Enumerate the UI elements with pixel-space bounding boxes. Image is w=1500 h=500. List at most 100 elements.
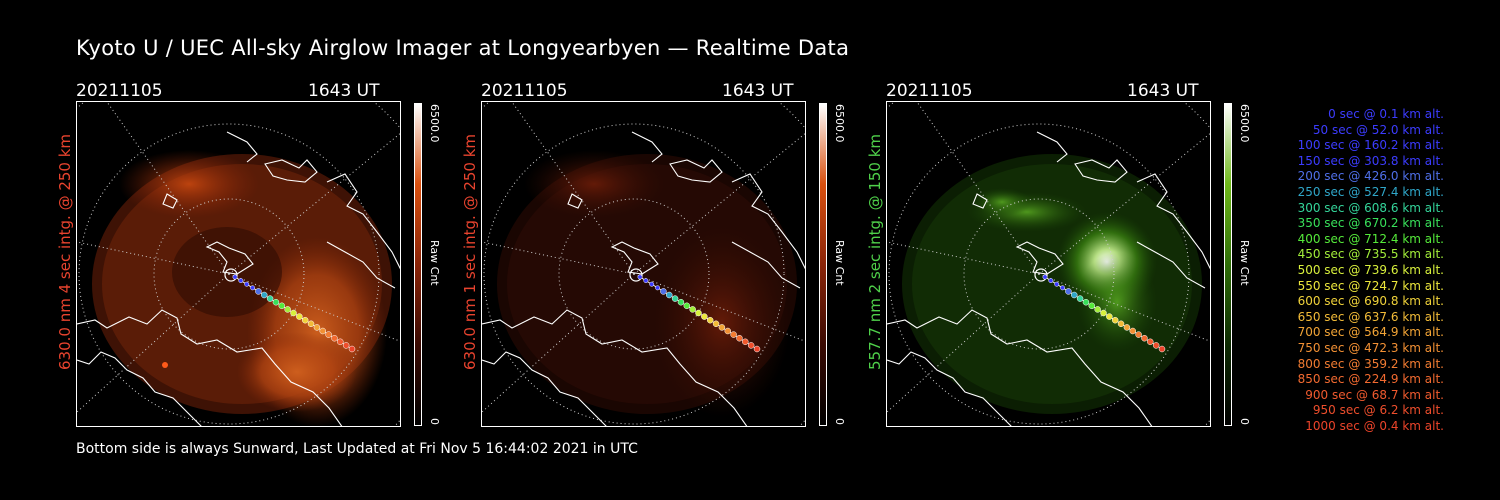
trajectory-point <box>250 285 256 291</box>
trajectory-point <box>1111 316 1119 324</box>
panel-3-colorbar <box>1224 103 1232 426</box>
trajectory-point <box>736 334 743 342</box>
legend-row: 650 sec @ 637.6 km alt. <box>1297 309 1444 324</box>
legend-row: 700 sec @ 564.9 km alt. <box>1297 325 1444 340</box>
trajectory-point <box>660 288 667 295</box>
trajectory-point <box>244 281 250 287</box>
trajectory-point <box>1106 313 1113 320</box>
trajectory-point <box>1082 298 1090 306</box>
page-title: Kyoto U / UEC All-sky Airglow Imager at … <box>76 36 850 60</box>
legend-row: 350 sec @ 670.2 km alt. <box>1297 216 1444 231</box>
footer-note: Bottom side is always Sunward, Last Upda… <box>76 441 638 457</box>
panel-1-map <box>77 102 400 426</box>
panel-3-colorbar-max: 6500.0 <box>1238 104 1251 143</box>
trajectory-point <box>238 278 244 284</box>
trajectory-point <box>643 278 649 284</box>
trajectory-point <box>232 274 238 280</box>
trajectory-point <box>689 306 696 313</box>
panel-3-date: 20211105 <box>886 81 973 101</box>
trajectory-point <box>307 320 315 328</box>
panel-2-time: 1643 UT <box>722 81 794 101</box>
trajectory-point <box>1088 302 1096 310</box>
trajectory-point <box>301 316 309 324</box>
trajectory-point <box>1117 320 1125 328</box>
legend-row: 0 sec @ 0.1 km alt. <box>1328 107 1444 121</box>
legend-row: 50 sec @ 52.0 km alt. <box>1312 122 1444 137</box>
trajectory-point <box>655 285 661 291</box>
panel-2-colorbar-min: 0 <box>833 418 846 425</box>
trajectory-point <box>313 324 321 331</box>
panel-3-colorbar-min: 0 <box>1238 418 1251 425</box>
trajectory-point <box>1065 288 1072 295</box>
trajectory-point <box>649 281 655 287</box>
panel-2-map <box>482 102 805 426</box>
trajectory-point <box>296 313 303 320</box>
trajectory-point <box>255 288 262 295</box>
panel-1-image <box>76 101 401 427</box>
trajectory-point <box>1129 327 1136 335</box>
legend-row: 250 sec @ 527.4 km alt. <box>1297 184 1444 199</box>
trajectory-point <box>319 327 326 335</box>
trajectory-point <box>272 298 280 306</box>
trajectory-point <box>677 298 685 306</box>
trajectory-point <box>1158 345 1166 353</box>
trajectory-point <box>747 342 755 349</box>
panel-1-side-label: 630.0 nm 4 sec intg. @ 250 km <box>56 133 74 370</box>
legend-row: 450 sec @ 735.5 km alt. <box>1297 247 1444 262</box>
panel-3-image <box>886 101 1211 427</box>
panel-1-date: 20211105 <box>76 81 163 101</box>
trajectory-point <box>1147 338 1154 346</box>
panel-2-colorbar-unit: Raw Cnt <box>833 240 846 286</box>
legend-row: 950 sec @ 6.2 km alt. <box>1312 403 1444 418</box>
legend-row: 600 sec @ 690.8 km alt. <box>1297 294 1444 309</box>
panel-2-colorbar <box>819 103 827 426</box>
panel-1-colorbar-max: 6500.0 <box>428 104 441 143</box>
trajectory-point <box>742 338 749 346</box>
trajectory-point <box>1048 278 1054 284</box>
trajectory-point <box>724 327 731 335</box>
trajectory-point <box>348 345 356 353</box>
panel-1-colorbar-unit: Raw Cnt <box>428 240 441 286</box>
trajectory-point <box>1123 324 1131 331</box>
legend-row: 750 sec @ 472.3 km alt. <box>1297 340 1444 355</box>
trajectory-point <box>1141 334 1148 342</box>
legend-row: 200 sec @ 426.0 km alt. <box>1297 169 1444 184</box>
trajectory-point <box>1135 331 1142 338</box>
panel-2-side-label: 630.0 nm 1 sec intg. @ 250 km <box>461 133 479 370</box>
panel-3-map <box>887 102 1210 426</box>
panel-2-colorbar-max: 6500.0 <box>833 104 846 143</box>
legend-row: 1000 sec @ 0.4 km alt. <box>1305 418 1444 433</box>
trajectory-point <box>1054 281 1060 287</box>
panel-3-trajectory <box>1034 268 1166 353</box>
trajectory-point <box>695 309 702 317</box>
panel-1-colorbar-min: 0 <box>428 418 441 425</box>
legend-row: 500 sec @ 739.6 km alt. <box>1297 262 1444 277</box>
trajectory-point <box>266 295 274 302</box>
trajectory-point <box>666 291 673 299</box>
panel-1-colorbar <box>414 103 422 426</box>
legend-row: 800 sec @ 359.2 km alt. <box>1297 356 1444 371</box>
panel-3-colorbar-unit: Raw Cnt <box>1238 240 1251 286</box>
legend-row: 900 sec @ 68.7 km alt. <box>1305 387 1444 402</box>
trajectory-point <box>331 334 338 342</box>
trajectory-point <box>712 320 720 328</box>
trajectory-point <box>1152 342 1160 349</box>
trajectory-start-marker <box>224 268 238 282</box>
legend-row: 100 sec @ 160.2 km alt. <box>1297 138 1444 153</box>
trajectory-point <box>284 306 291 313</box>
panel-2-trajectory <box>629 268 761 353</box>
trajectory-point <box>1042 274 1048 280</box>
panel-2-image <box>481 101 806 427</box>
legend-row: 850 sec @ 224.9 km alt. <box>1297 372 1444 387</box>
trajectory-point <box>753 345 761 353</box>
trajectory-point <box>706 316 714 324</box>
trajectory-legend: 0 sec @ 0.1 km alt. 50 sec @ 52.0 km alt.… <box>1262 107 1444 434</box>
trajectory-point <box>261 291 268 299</box>
legend-row: 550 sec @ 724.7 km alt. <box>1297 278 1444 293</box>
trajectory-point <box>1071 291 1078 299</box>
trajectory-point <box>342 342 350 349</box>
panel-3-side-label: 557.7 nm 2 sec intg. @ 150 km <box>866 133 884 370</box>
panel-1-time: 1643 UT <box>308 81 380 101</box>
trajectory-point <box>1100 309 1107 317</box>
trajectory-start-marker <box>629 268 643 282</box>
